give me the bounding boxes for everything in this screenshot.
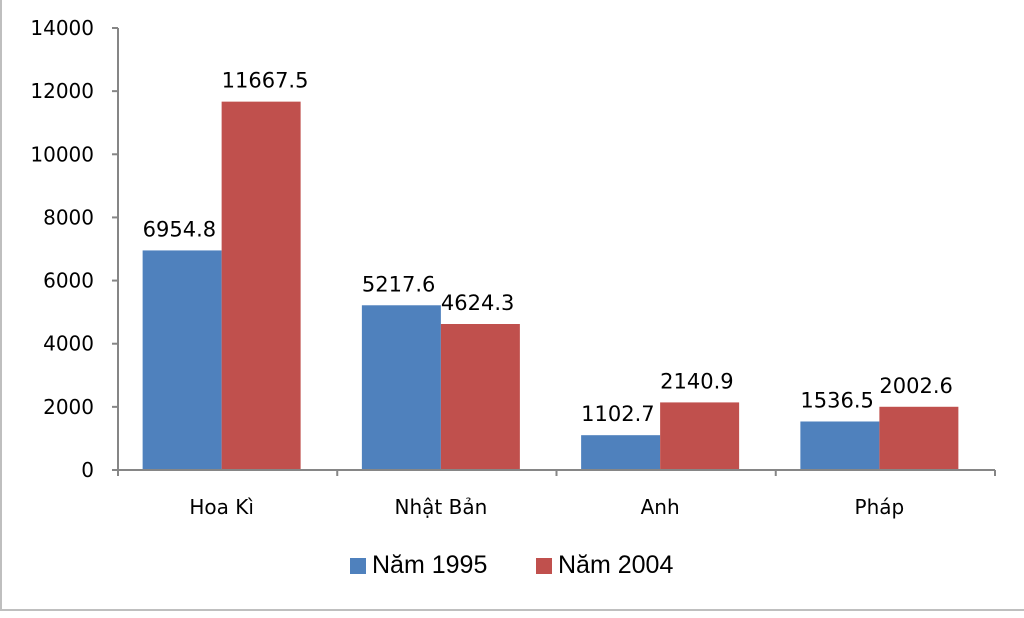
bar-2004-0 (221, 101, 301, 471)
data-label: 5217.6 (362, 272, 435, 296)
y-tick-label: 10000 (30, 142, 94, 166)
legend-label: Năm 1995 (372, 551, 487, 579)
y-tick-label: 14000 (30, 16, 94, 40)
y-tick-label: 12000 (30, 79, 94, 103)
bar-2004-2 (660, 402, 740, 470)
bar-1995-2 (581, 435, 661, 470)
category-label: Anh (641, 495, 680, 519)
legend-label: Năm 2004 (558, 551, 673, 579)
category-label: Hoa Kì (189, 495, 254, 519)
y-tick-label: 8000 (43, 205, 94, 229)
bar-2004-3 (879, 406, 959, 470)
bars (142, 101, 959, 471)
category-label: Pháp (855, 495, 905, 519)
bar-1995-3 (800, 421, 880, 470)
y-tick-label: 2000 (43, 395, 94, 419)
bar-2004-1 (440, 324, 520, 470)
y-tick-label: 0 (81, 458, 94, 482)
y-tick-label: 6000 (43, 269, 94, 293)
data-label: 2140.9 (660, 369, 733, 393)
bar-1995-0 (142, 250, 222, 470)
y-tick-label: 4000 (43, 332, 94, 356)
data-label: 6954.8 (143, 217, 216, 241)
bar-1995-1 (361, 305, 441, 470)
legend-swatch (350, 558, 366, 574)
category-labels: Hoa Kì Nhật Bản Anh Pháp (117, 470, 996, 519)
y-axis-ticks: 0 2000 4000 6000 8000 10000 12000 14000 (30, 16, 118, 482)
data-label: 1102.7 (581, 402, 654, 426)
data-label: 4624.3 (441, 291, 514, 315)
data-label: 2002.6 (879, 374, 952, 398)
category-label: Nhật Bản (395, 495, 488, 519)
legend: Năm 1995 Năm 2004 (350, 551, 673, 579)
legend-swatch (536, 558, 552, 574)
data-label: 1536.5 (800, 388, 873, 412)
data-label: 11667.5 (222, 69, 309, 93)
